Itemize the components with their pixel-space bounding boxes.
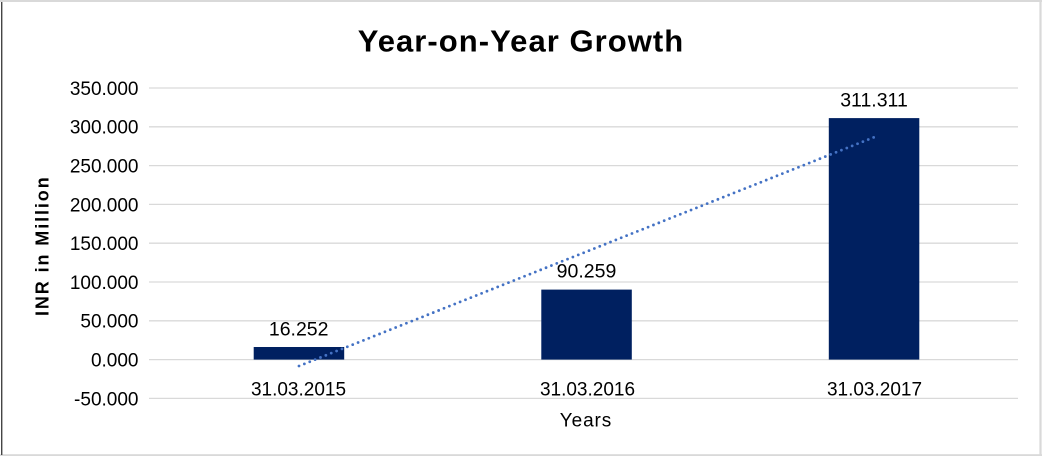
- svg-text:31.03.2016: 31.03.2016: [540, 379, 635, 400]
- svg-text:0.000: 0.000: [91, 351, 139, 372]
- svg-text:311.311: 311.311: [840, 89, 908, 111]
- svg-text:INR in Million: INR in Million: [32, 175, 52, 316]
- svg-text:16.252: 16.252: [269, 318, 329, 340]
- svg-text:Year-on-Year Growth: Year-on-Year Growth: [358, 24, 685, 59]
- svg-text:100.000: 100.000: [70, 273, 139, 294]
- svg-text:31.03.2017: 31.03.2017: [827, 379, 922, 400]
- svg-text:300.000: 300.000: [70, 118, 139, 139]
- svg-text:50.000: 50.000: [80, 312, 138, 333]
- svg-text:Years: Years: [560, 411, 612, 432]
- svg-text:200.000: 200.000: [70, 195, 139, 216]
- svg-text:150.000: 150.000: [70, 234, 139, 255]
- svg-text:90.259: 90.259: [557, 260, 617, 282]
- svg-text:31.03.2015: 31.03.2015: [251, 379, 346, 400]
- svg-text:-50.000: -50.000: [74, 389, 138, 410]
- svg-text:350.000: 350.000: [70, 79, 139, 100]
- svg-text:250.000: 250.000: [70, 157, 139, 178]
